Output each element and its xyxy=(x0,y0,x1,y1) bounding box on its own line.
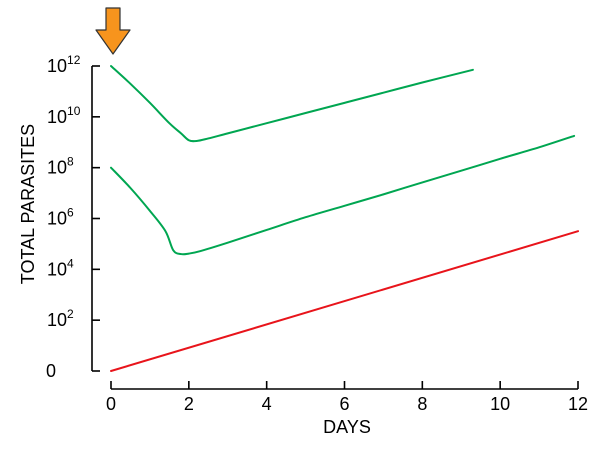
y-tick-label: 0 xyxy=(46,361,56,381)
x-tick-label: 10 xyxy=(490,394,510,414)
y-tick-label: 108 xyxy=(47,155,74,178)
down-arrow-icon xyxy=(95,7,131,55)
y-tick-label: 102 xyxy=(47,307,74,330)
y-tick-label: 104 xyxy=(47,256,74,279)
x-tick-label: 12 xyxy=(568,394,588,414)
series-line-3 xyxy=(110,230,579,372)
x-tick-label: 2 xyxy=(184,394,194,414)
y-axis-title: TOTAL PARASITES xyxy=(18,124,38,284)
x-tick-label: 8 xyxy=(417,394,427,414)
x-tick-label: 6 xyxy=(339,394,349,414)
x-tick-label: 4 xyxy=(262,394,272,414)
y-tick-label: 106 xyxy=(47,206,74,229)
x-axis-title: DAYS xyxy=(323,417,371,437)
y-tick-label: 1010 xyxy=(47,104,81,127)
y-tick-label: 1012 xyxy=(47,53,81,76)
series-line-1 xyxy=(110,65,474,143)
annotations xyxy=(95,7,131,55)
axes xyxy=(91,66,578,390)
series-line-2 xyxy=(110,134,576,256)
x-tick-label: 0 xyxy=(106,394,116,414)
series xyxy=(110,65,579,372)
